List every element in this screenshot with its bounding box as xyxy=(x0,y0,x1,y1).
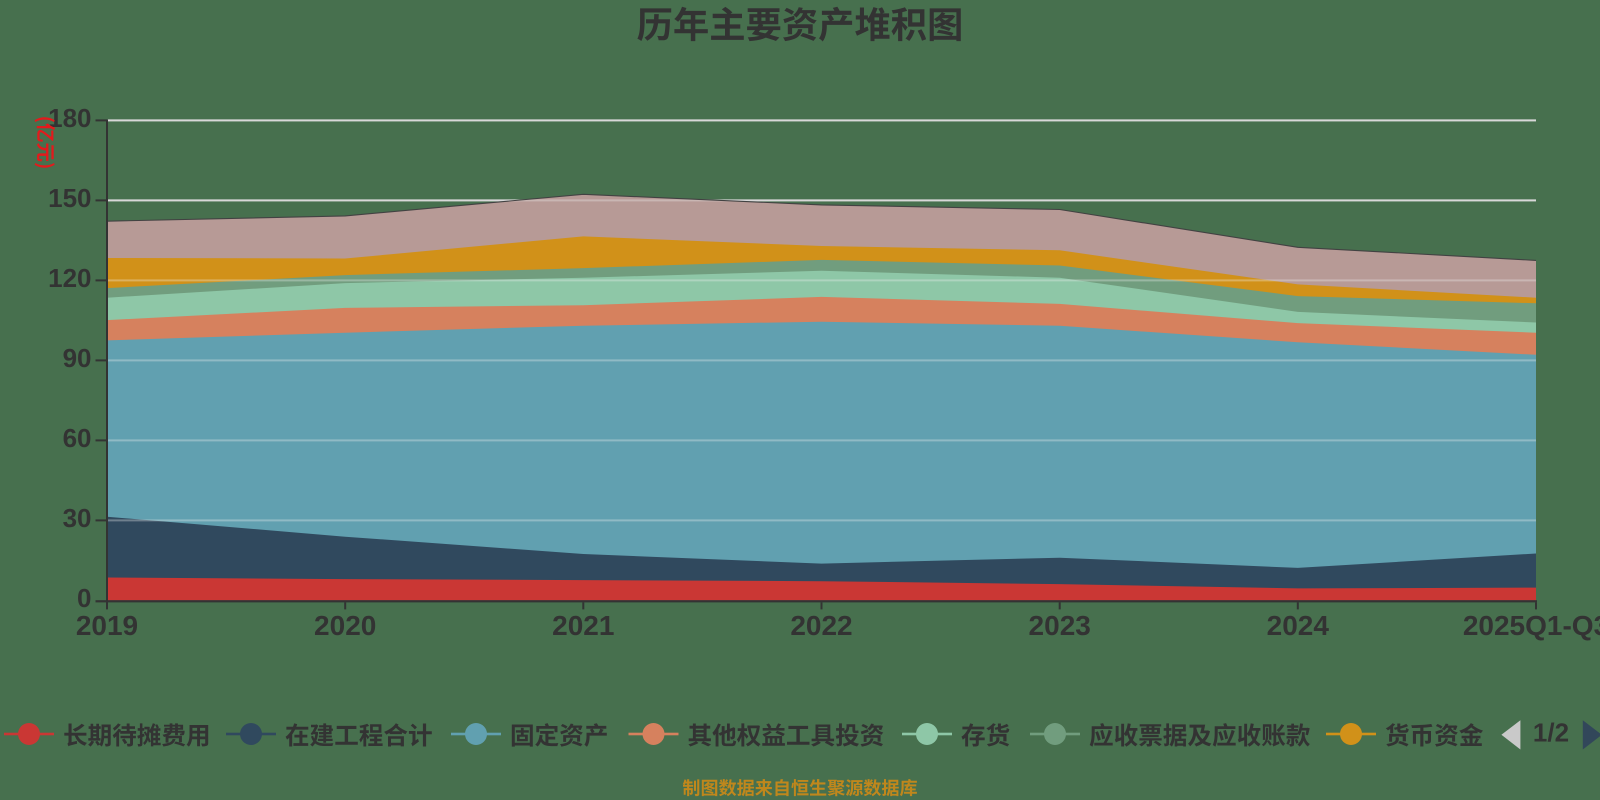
svg-text:150: 150 xyxy=(48,183,91,213)
svg-text:2021: 2021 xyxy=(552,610,614,641)
svg-text:2019: 2019 xyxy=(76,610,138,641)
svg-text:2022: 2022 xyxy=(790,610,852,641)
svg-text:0: 0 xyxy=(77,583,91,613)
svg-text:1/2: 1/2 xyxy=(1533,718,1569,748)
svg-text:60: 60 xyxy=(63,423,92,453)
svg-text:2023: 2023 xyxy=(1029,610,1091,641)
svg-text:2024: 2024 xyxy=(1267,610,1330,641)
svg-text:180: 180 xyxy=(48,103,91,133)
svg-text:30: 30 xyxy=(63,503,92,533)
svg-text:2025Q1-Q3: 2025Q1-Q3 xyxy=(1463,610,1600,641)
svg-text:90: 90 xyxy=(63,343,92,373)
svg-text:120: 120 xyxy=(48,263,91,293)
svg-text:2020: 2020 xyxy=(314,610,376,641)
